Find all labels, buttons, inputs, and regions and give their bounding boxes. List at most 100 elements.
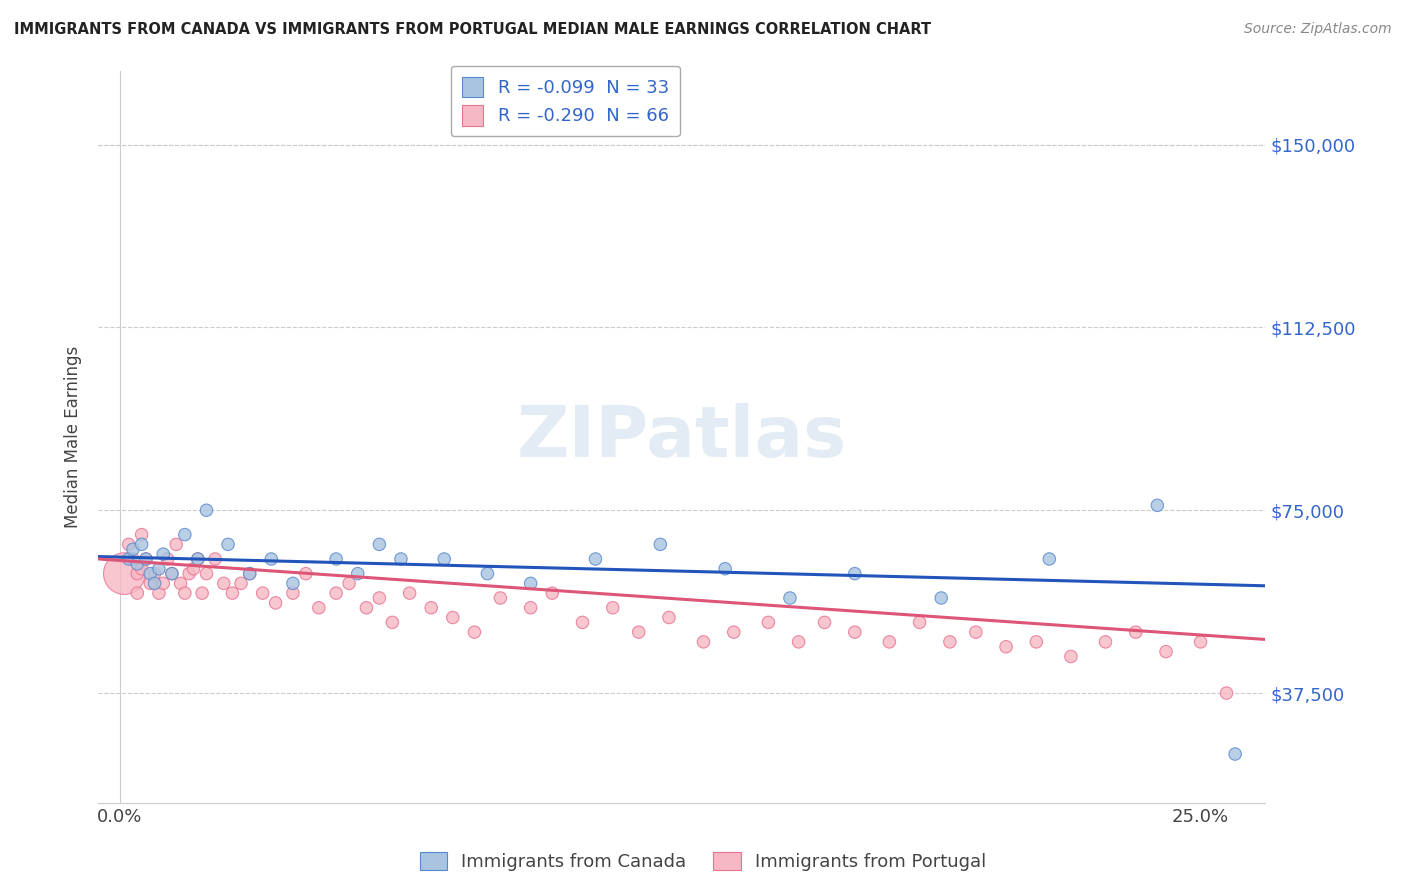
Point (368, 537, 391, 551)
Point (239, 566, 262, 581)
Point (585, 552, 607, 566)
Point (118, 552, 141, 566)
Point (398, 586, 420, 600)
Point (160, 566, 183, 581)
Point (160, 566, 183, 581)
Point (1025, 635, 1047, 649)
Point (195, 566, 218, 581)
Point (627, 625, 650, 640)
Point (325, 586, 347, 600)
Point (195, 503, 218, 517)
Point (252, 586, 274, 600)
Point (212, 576, 235, 591)
Point (692, 635, 714, 649)
Point (844, 625, 866, 640)
Point (281, 576, 304, 591)
Point (131, 527, 153, 541)
Point (156, 552, 179, 566)
Point (127, 557, 149, 571)
Point (183, 562, 205, 576)
Point (112, 566, 135, 581)
Point (1060, 649, 1083, 664)
Point (420, 600, 443, 615)
Point (381, 615, 404, 630)
Point (346, 566, 368, 581)
Point (139, 566, 162, 581)
Point (169, 576, 191, 591)
Point (650, 537, 672, 551)
Point (658, 610, 681, 624)
Text: ZIPatlas: ZIPatlas (517, 402, 846, 472)
Point (779, 591, 801, 605)
Point (295, 566, 318, 581)
Point (122, 542, 145, 557)
Point (179, 566, 201, 581)
Point (1094, 635, 1116, 649)
Point (165, 537, 187, 551)
Point (908, 615, 931, 630)
Point (127, 566, 149, 581)
Point (929, 591, 952, 605)
Point (281, 586, 304, 600)
Point (221, 586, 243, 600)
Point (325, 552, 347, 566)
Point (813, 615, 835, 630)
Point (217, 537, 239, 551)
Point (204, 552, 226, 566)
Point (239, 566, 262, 581)
Point (389, 552, 412, 566)
Point (714, 562, 737, 576)
Point (308, 600, 330, 615)
Point (131, 562, 153, 576)
Point (148, 586, 170, 600)
Point (602, 600, 624, 615)
Point (433, 552, 456, 566)
Point (152, 547, 174, 561)
Point (541, 586, 564, 600)
Point (368, 591, 391, 605)
Point (229, 576, 252, 591)
Point (191, 586, 214, 600)
Point (756, 615, 779, 630)
Point (489, 591, 512, 605)
Point (965, 625, 987, 640)
Point (939, 635, 962, 649)
Point (139, 576, 162, 591)
Point (1038, 552, 1060, 566)
Point (131, 537, 153, 551)
Point (1146, 499, 1168, 513)
Point (1223, 747, 1246, 761)
Point (173, 586, 195, 600)
Point (173, 527, 195, 541)
Point (1125, 625, 1147, 640)
Point (1189, 635, 1212, 649)
Point (187, 552, 209, 566)
Point (1215, 686, 1237, 700)
Legend: R = -0.099  N = 33, R = -0.290  N = 66: R = -0.099 N = 33, R = -0.290 N = 66 (451, 66, 679, 136)
Point (264, 596, 287, 610)
Point (995, 640, 1018, 654)
Point (135, 552, 157, 566)
Point (127, 586, 149, 600)
Point (143, 576, 166, 591)
Point (844, 566, 866, 581)
Point (463, 625, 485, 640)
Point (135, 552, 157, 566)
Point (723, 625, 745, 640)
Point (787, 635, 810, 649)
Text: Source: ZipAtlas.com: Source: ZipAtlas.com (1244, 22, 1392, 37)
Point (1154, 645, 1177, 659)
Point (441, 610, 464, 624)
Point (519, 600, 541, 615)
Point (477, 566, 499, 581)
Point (118, 537, 141, 551)
Point (356, 600, 378, 615)
Point (879, 635, 901, 649)
Y-axis label: Median Male Earnings: Median Male Earnings (65, 346, 83, 528)
Point (571, 615, 593, 630)
Point (148, 562, 170, 576)
Point (260, 552, 283, 566)
Point (519, 576, 541, 591)
Legend: Immigrants from Canada, Immigrants from Portugal: Immigrants from Canada, Immigrants from … (412, 845, 994, 879)
Point (122, 552, 145, 566)
